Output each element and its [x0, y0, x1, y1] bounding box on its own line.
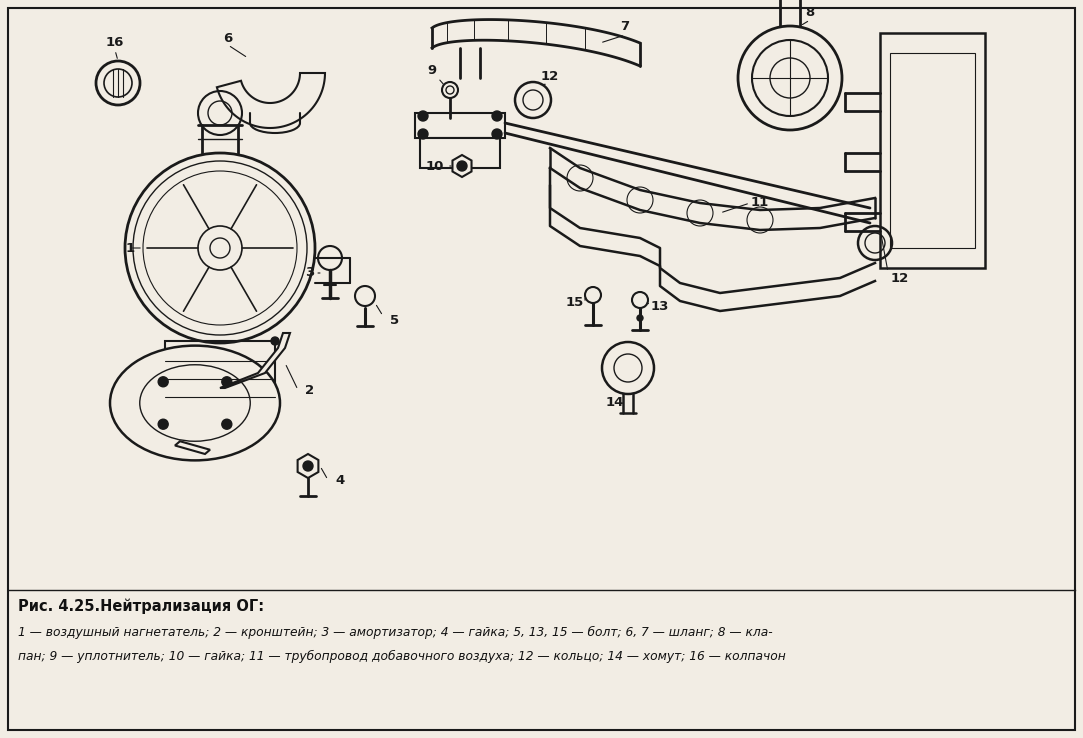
Text: 9: 9: [428, 63, 436, 77]
Bar: [890, 53, 975, 248]
Circle shape: [303, 461, 313, 471]
Text: Рис. 4.25.Нейтрализация ОГ:: Рис. 4.25.Нейтрализация ОГ:: [18, 599, 264, 614]
Polygon shape: [453, 155, 471, 177]
Ellipse shape: [110, 345, 280, 461]
Text: 6: 6: [223, 32, 233, 44]
Text: 1 — воздушный нагнетатель; 2 — кронштейн; 3 — амортизатор; 4 — гайка; 5, 13, 15 : 1 — воздушный нагнетатель; 2 — кронштейн…: [18, 625, 772, 638]
Bar: [415, 113, 505, 138]
Text: 2: 2: [305, 384, 314, 396]
Polygon shape: [220, 333, 290, 388]
Text: 11: 11: [751, 196, 769, 210]
Circle shape: [418, 111, 428, 121]
Text: 10: 10: [426, 159, 444, 173]
Polygon shape: [298, 454, 318, 478]
Circle shape: [418, 129, 428, 139]
Circle shape: [457, 161, 467, 171]
Polygon shape: [175, 441, 210, 454]
Text: 4: 4: [336, 474, 344, 486]
Text: 13: 13: [651, 300, 669, 312]
Circle shape: [492, 111, 503, 121]
Text: 16: 16: [106, 36, 125, 49]
Circle shape: [158, 419, 168, 430]
Text: пан; 9 — уплотнитель; 10 — гайка; 11 — трубопровод добавочного воздуха; 12 — кол: пан; 9 — уплотнитель; 10 — гайка; 11 — т…: [18, 649, 786, 663]
Text: 8: 8: [806, 7, 814, 19]
Text: 5: 5: [391, 314, 400, 326]
Text: 3: 3: [305, 266, 315, 280]
Circle shape: [222, 377, 232, 387]
Circle shape: [222, 419, 232, 430]
Circle shape: [271, 337, 279, 345]
Circle shape: [637, 315, 643, 321]
Text: 7: 7: [621, 19, 629, 32]
Bar: [420, 138, 500, 168]
Text: 15: 15: [566, 297, 584, 309]
Bar: [880, 33, 986, 268]
Text: 1: 1: [126, 241, 134, 255]
Text: 12: 12: [891, 272, 909, 285]
Text: 14: 14: [605, 396, 624, 410]
Text: 12: 12: [540, 69, 559, 83]
Circle shape: [492, 129, 503, 139]
Polygon shape: [217, 73, 325, 128]
Bar: [165, 341, 275, 413]
Circle shape: [158, 377, 168, 387]
